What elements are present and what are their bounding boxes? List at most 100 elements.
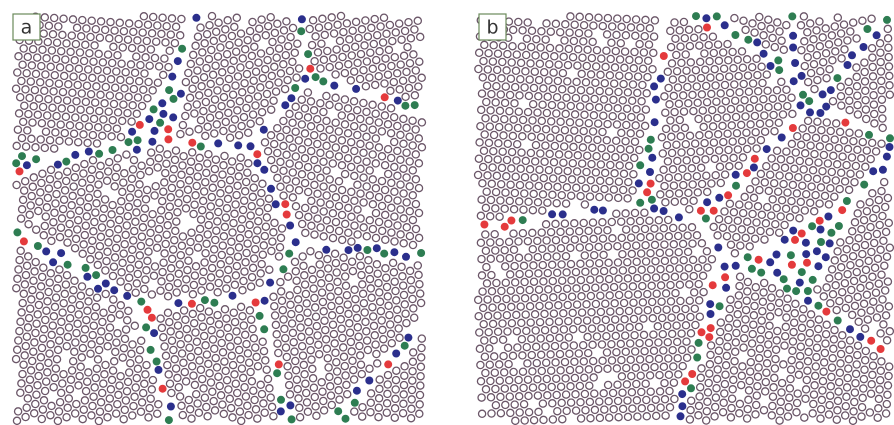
particle: [740, 344, 747, 351]
particle: [498, 164, 505, 171]
particle: [43, 204, 50, 211]
particle: [671, 198, 678, 205]
particle: [280, 61, 287, 68]
particle: [766, 228, 773, 235]
particle: [869, 190, 876, 197]
particle: [342, 171, 349, 178]
particle: [403, 224, 410, 231]
particle: [773, 87, 780, 94]
particle: [707, 74, 714, 81]
particle: [248, 316, 255, 323]
particle: [173, 289, 180, 296]
particle: [112, 84, 119, 91]
particle: [529, 246, 536, 253]
particle: [675, 174, 682, 181]
particle: [836, 186, 843, 193]
particle: [99, 318, 106, 325]
particle: [116, 311, 123, 318]
particle: [302, 281, 309, 288]
boundary-particle: [54, 161, 62, 169]
boundary-particle: [150, 105, 158, 113]
particle: [320, 108, 327, 115]
particle: [536, 77, 543, 84]
particle: [51, 209, 58, 216]
particle: [391, 414, 398, 421]
particle: [688, 346, 695, 353]
particle: [325, 265, 332, 272]
particle: [100, 380, 107, 387]
particle: [485, 312, 492, 319]
particle: [252, 246, 259, 253]
particle: [495, 328, 502, 335]
particle: [645, 57, 652, 64]
particle: [607, 161, 614, 168]
boundary-particle: [635, 179, 643, 187]
boundary-particle: [802, 239, 810, 247]
particle: [801, 38, 808, 45]
particle: [703, 408, 710, 415]
particle: [617, 56, 624, 63]
particle: [111, 183, 118, 190]
particle: [725, 216, 732, 223]
particle: [623, 226, 630, 233]
particle: [213, 227, 220, 234]
particle: [609, 23, 616, 30]
particle: [390, 259, 397, 266]
boundary-particle: [763, 145, 771, 153]
particle: [615, 414, 622, 421]
particle: [728, 405, 735, 412]
particle: [485, 329, 492, 336]
particle: [636, 217, 643, 224]
particle: [151, 54, 158, 61]
particle: [526, 286, 533, 293]
particle: [565, 151, 572, 158]
particle: [489, 58, 496, 65]
particle: [515, 376, 522, 383]
particle: [846, 129, 853, 136]
particle: [666, 190, 673, 197]
particle: [194, 400, 201, 407]
particle: [834, 248, 841, 255]
particle: [64, 404, 71, 411]
particle: [708, 180, 715, 187]
particle: [592, 300, 599, 307]
particle: [226, 334, 233, 341]
particle: [351, 123, 358, 130]
particle: [590, 235, 597, 242]
particle: [124, 213, 131, 220]
particle: [93, 365, 100, 372]
particle: [108, 376, 115, 383]
particle: [846, 107, 853, 114]
particle: [831, 327, 838, 334]
particle: [571, 374, 578, 381]
particle: [813, 175, 820, 182]
particle: [870, 298, 877, 305]
particle: [108, 133, 115, 140]
particle: [104, 124, 111, 131]
particle: [664, 158, 671, 165]
boundary-particle: [838, 206, 846, 214]
particle: [656, 372, 663, 379]
particle: [189, 310, 196, 317]
boundary-particle: [286, 401, 294, 409]
particle: [55, 408, 62, 415]
particle: [212, 355, 219, 362]
particle: [860, 385, 867, 392]
particle: [28, 296, 35, 303]
particle: [600, 251, 607, 258]
boundary-particle: [201, 296, 209, 304]
particle: [23, 143, 30, 150]
particle: [154, 164, 161, 171]
particle: [813, 344, 820, 351]
particle: [812, 363, 819, 370]
particle: [581, 201, 588, 208]
particle: [524, 238, 531, 245]
particle: [84, 378, 91, 385]
particle: [231, 116, 238, 123]
particle: [157, 287, 164, 294]
particle: [217, 44, 224, 51]
particle: [729, 395, 736, 402]
particle: [228, 32, 235, 39]
particle: [872, 289, 879, 296]
particle: [44, 369, 51, 376]
